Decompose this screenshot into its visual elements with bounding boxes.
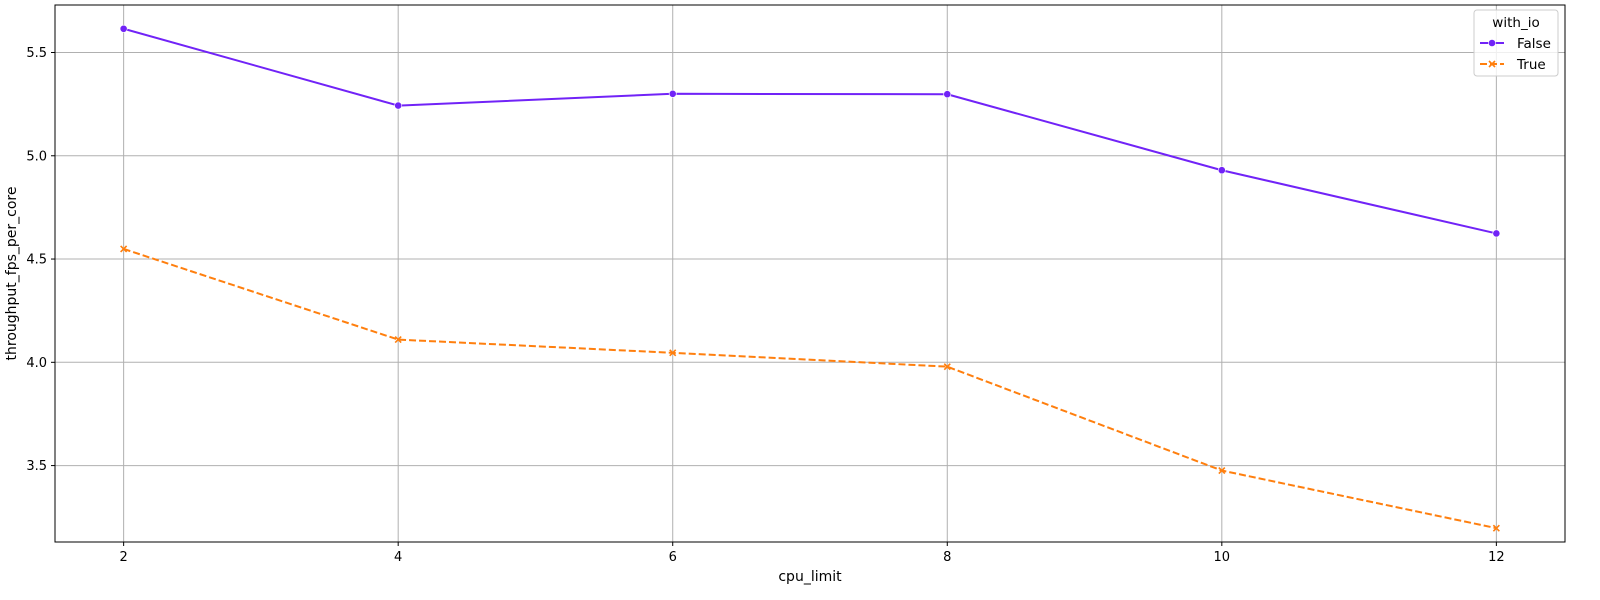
data-point [943, 90, 952, 99]
legend-marker [1488, 60, 1496, 68]
legend-entries: False True [1480, 36, 1551, 73]
data-point [1218, 466, 1226, 475]
data-point [668, 89, 677, 98]
x-tick-label: 10 [1214, 550, 1231, 565]
x-tick-label: 8 [943, 550, 951, 565]
data-point [1492, 229, 1501, 238]
y-tick-label: 4.5 [26, 253, 47, 268]
data-point [394, 336, 402, 344]
series-line [123, 27, 1497, 235]
data-point [1492, 524, 1500, 532]
legend-box [1473, 9, 1559, 77]
x-tick-label: 2 [119, 550, 127, 565]
legend-entry: True [1480, 57, 1546, 73]
legend: with_io False True [1473, 9, 1559, 77]
legend-entry: False [1480, 36, 1551, 52]
data-point [669, 349, 677, 357]
x-tick-label: 4 [394, 550, 402, 565]
y-tick-label: 5.5 [26, 46, 47, 61]
series-layer [119, 24, 1501, 532]
y-axis-label: throughput_fps_per_core [4, 187, 20, 361]
data-point [1217, 166, 1226, 175]
series-true [120, 245, 1500, 532]
y-tick-label: 4.0 [26, 356, 47, 371]
x-tick-label: 6 [669, 550, 677, 565]
x-tick-label: 12 [1488, 550, 1505, 565]
grid [55, 5, 1565, 542]
x-axis-label: cpu_limit [778, 569, 842, 585]
legend-title: with_io [1492, 15, 1539, 31]
data-point [119, 24, 128, 33]
axis-ticks: 2 4 6 8 10 12 3.5 4.0 4.5 5.0 5.5 [26, 46, 1504, 565]
y-tick-label: 3.5 [26, 459, 47, 474]
data-point [943, 363, 951, 371]
legend-marker [1488, 39, 1496, 47]
data-point [120, 245, 128, 253]
plot-frame [54, 4, 1566, 543]
y-tick-label: 5.0 [26, 149, 47, 164]
series-false [119, 24, 1501, 238]
legend-label: False [1517, 36, 1551, 52]
legend-label: True [1516, 57, 1546, 73]
data-point [394, 101, 403, 110]
series-line [123, 247, 1497, 530]
